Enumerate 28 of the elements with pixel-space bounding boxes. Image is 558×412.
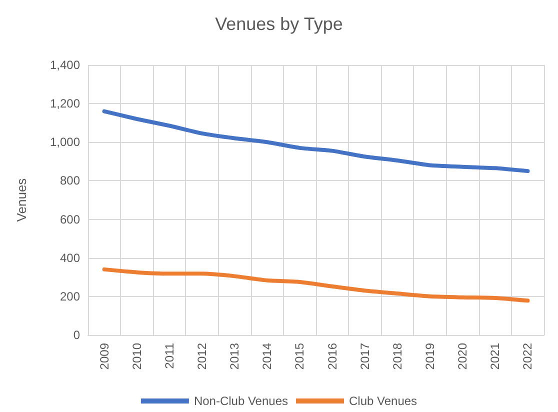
line-series (102, 267, 530, 303)
x-tick-label: 2009 (97, 342, 112, 370)
x-tick-label: 2020 (456, 342, 470, 370)
y-tick-label: 600 (60, 212, 80, 226)
y-tick-label: 1,400 (50, 58, 80, 72)
x-tick-label: 2014 (260, 342, 274, 370)
x-tick-label: 2017 (358, 342, 372, 370)
y-tick-label: 1,200 (50, 96, 80, 111)
x-tick-label: 2022 (520, 342, 535, 370)
x-tick-label: 2011 (162, 342, 176, 369)
legend-label: Non-Club Venues (194, 394, 288, 408)
x-tick-label: 2018 (390, 342, 404, 370)
y-tick-label: 400 (60, 250, 80, 265)
y-axis-title: Venues (14, 178, 29, 222)
x-tick-label: 2016 (325, 342, 340, 370)
legend-label: Club Venues (349, 394, 418, 408)
x-tick-label: 2021 (488, 342, 502, 370)
x-tick-label: 2019 (423, 342, 437, 370)
y-tick-label: 800 (60, 174, 80, 188)
chart-title: Venues by Type (215, 14, 343, 34)
x-tick-label: 2010 (130, 342, 144, 370)
x-tick-label: 2015 (292, 342, 307, 370)
y-tick-label: 0 (73, 328, 80, 342)
line-series (102, 109, 530, 174)
y-tick-label: 1,000 (50, 135, 80, 150)
y-tick-label: 200 (60, 289, 80, 304)
x-tick-label: 2013 (228, 342, 242, 370)
x-tick-label: 2012 (195, 342, 209, 370)
